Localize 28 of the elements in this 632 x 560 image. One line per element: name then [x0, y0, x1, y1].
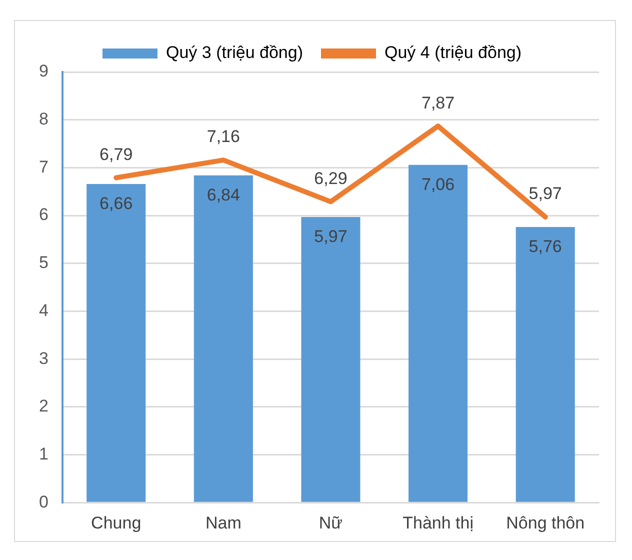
x-tick-label: Nam: [205, 513, 242, 532]
data-label: 7,06: [421, 175, 455, 194]
y-tick-label: 0: [38, 492, 48, 512]
y-tick-label: 7: [38, 157, 48, 176]
data-label: 6,84: [206, 186, 240, 205]
data-label: 5,97: [528, 184, 562, 204]
data-label: 7,16: [206, 127, 240, 146]
data-label: 6,29: [314, 168, 348, 188]
legend-label: Quý 4 (triệu đồng): [384, 43, 522, 62]
chart-frame: Quý 3 (triệu đồng) Quý 4 (triệu đồng) Chung Nam Nữ Thành thị Nông thôn 0 1 2 3 4 5 6 7 8 9 6,66 6,84 5,97 7,06 5,76 6,79 7,16 6,29 7,87 5,97: [14, 20, 616, 542]
data-label: 6,66: [100, 194, 133, 214]
y-tick-label: 9: [38, 62, 48, 81]
y-tick-label: 1: [38, 444, 48, 464]
y-tick-label: 4: [38, 300, 48, 320]
x-tick-label: Chung: [91, 513, 142, 532]
data-label: 5,97: [314, 227, 348, 246]
x-tick-label: Nữ: [318, 513, 343, 532]
legend-label: Quý 3 (triệu đồng): [166, 43, 304, 62]
y-tick-label: 8: [38, 110, 48, 129]
data-label: 5,76: [528, 237, 562, 256]
data-label: 6,79: [100, 144, 133, 164]
y-tick-label: 3: [38, 348, 48, 368]
y-tick-label: 5: [38, 253, 48, 272]
y-tick-label: 2: [38, 396, 48, 416]
x-tick-label: Thành thị: [402, 513, 474, 532]
x-tick-label: Nông thôn: [506, 513, 585, 532]
data-label: 7,87: [421, 93, 455, 112]
y-tick-label: 6: [38, 205, 48, 224]
